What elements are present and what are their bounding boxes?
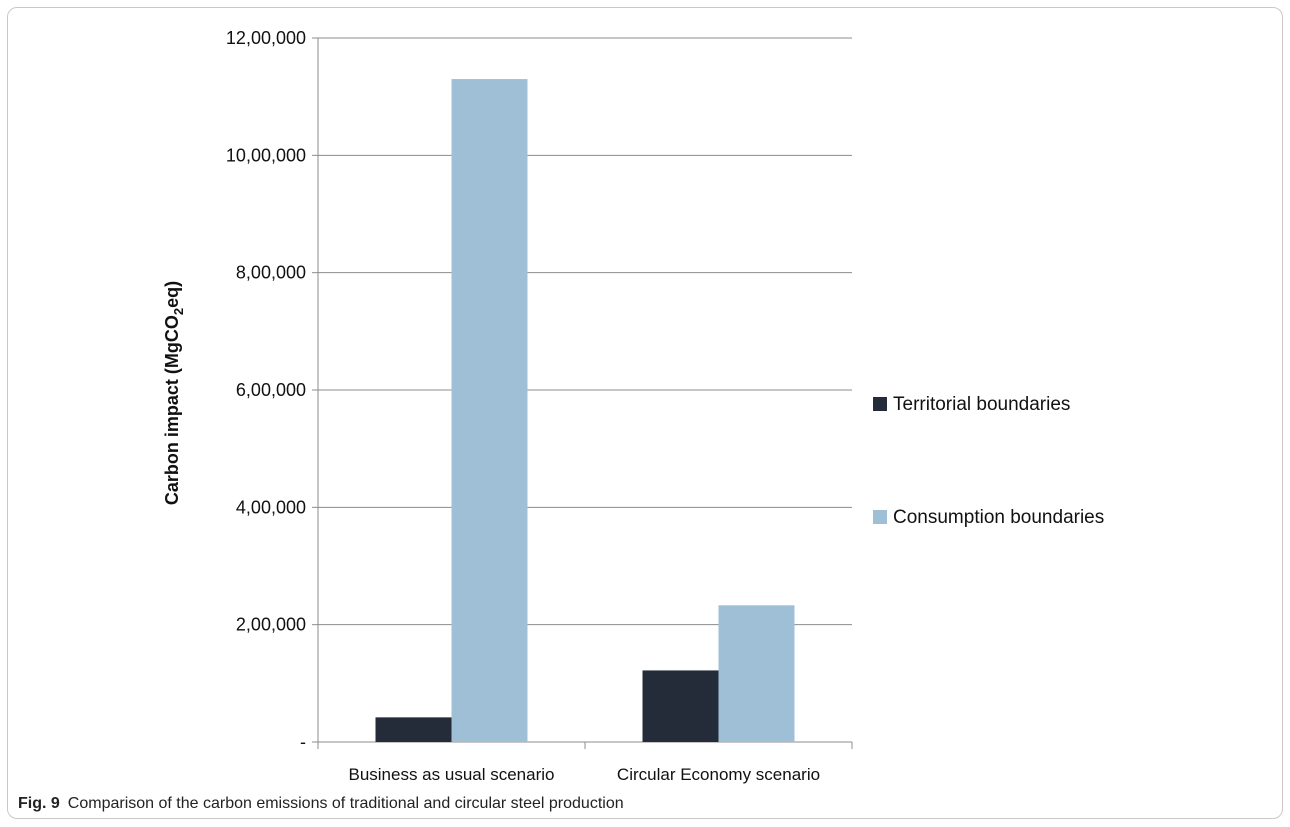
legend: Territorial boundaries Consumption bounda… [873,394,1104,528]
y-tick-label: 2,00,000 [236,615,306,635]
y-tick-labels: - 2,00,000 4,00,000 6,00,000 8,00,000 10,00,0… [226,28,306,752]
figure-caption-text: Comparison of the carbon emissions of tr… [67,795,624,812]
bar-territorial-circular-economy [642,670,719,742]
x-tick-label: Business as usual scenario [348,765,554,784]
x-tick-labels: Business as usual scenario Circular Econo… [348,765,820,784]
bars [375,79,795,743]
legend-swatch [873,510,887,524]
bar-consumption-business-as-usual [451,79,528,743]
legend-label: Territorial boundaries [893,394,1070,415]
legend-swatch [873,397,887,411]
gridlines [318,37,852,626]
y-tick-label: 8,00,000 [236,263,306,283]
bar-territorial-business-as-usual [375,717,452,742]
bar-consumption-circular-economy [718,605,795,742]
y-tick-label: 10,00,000 [226,145,306,165]
y-axis-title: Carbon impact (MgCO2eq) [162,281,186,505]
y-tick-label: 6,00,000 [236,380,306,400]
y-tick-label: 12,00,000 [226,28,306,48]
x-tick-label: Circular Economy scenario [617,765,820,784]
figure-label: Fig. 9 [18,795,60,812]
legend-label: Consumption boundaries [893,507,1104,528]
y-tick-label: 4,00,000 [236,497,306,517]
figure-caption: Fig. 9 Comparison of the carbon emissions… [18,795,624,813]
y-tick-label: - [300,732,306,752]
